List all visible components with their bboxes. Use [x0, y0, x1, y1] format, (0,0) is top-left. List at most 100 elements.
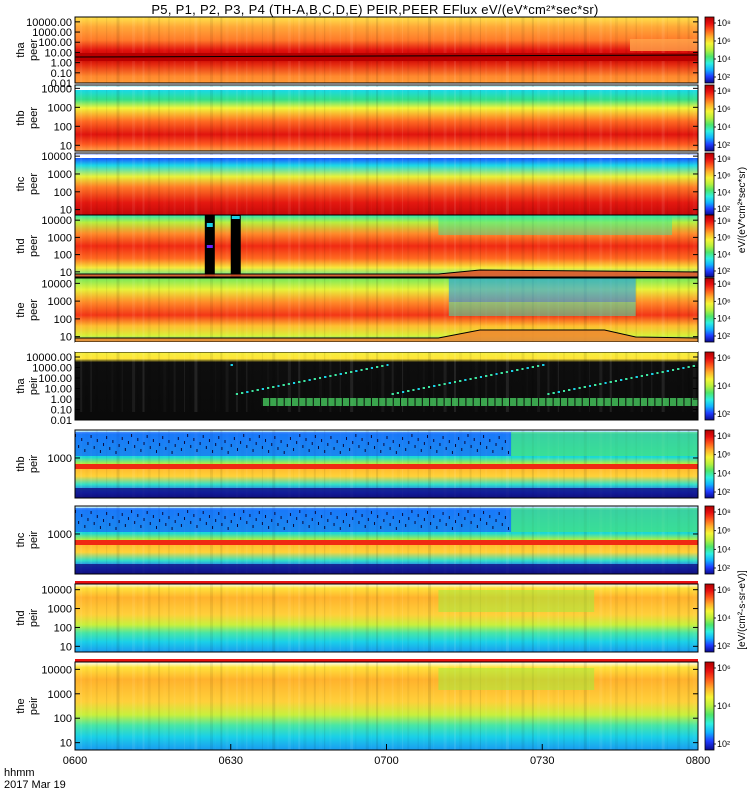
y-axis-label: the — [15, 302, 27, 317]
spectrogram-striations — [80, 17, 696, 83]
spacecraft-potential-line — [75, 329, 699, 339]
y-tick-label: 10000.00 — [26, 17, 72, 29]
x-axis: 0600 0630 0700 0730 0800 — [63, 744, 710, 767]
spectrogram-image — [75, 85, 698, 151]
colorbar-tick-label: 10² — [717, 140, 730, 150]
colorbar-tick-label: 10² — [717, 204, 730, 214]
group-gap — [75, 342, 698, 352]
y-tick-label: 1.00 — [51, 394, 72, 406]
y-tick-label: 10000 — [41, 278, 72, 290]
x-tick-label: 0800 — [686, 755, 710, 767]
y-tick-label: 100.00 — [38, 373, 72, 385]
colorbar-tick-label: 10² — [717, 641, 730, 651]
y-tick-label: 10000 — [41, 585, 72, 597]
colorbar-tick-label: 10⁴ — [717, 187, 731, 197]
y-axis-label: peir — [28, 530, 40, 549]
colorbar-tick-label: 10⁸ — [717, 18, 731, 28]
colorbar-tick-label: 10⁸ — [717, 216, 731, 226]
date-label: 2017 Mar 19 — [4, 779, 66, 791]
spectrogram-panel-thd-peir: 10000 1000 100 10 thd peir 10⁶ 10⁴ 10² — [15, 581, 731, 653]
colorbar-tick-label: 10⁸ — [717, 86, 731, 96]
spectrogram-striations — [80, 584, 696, 652]
colorbar-tick-label: 10⁶ — [717, 233, 731, 243]
x-tick-label: 0730 — [530, 755, 554, 767]
panel-frame — [74, 16, 699, 84]
y-tick-label: 10 — [60, 641, 72, 653]
y-axis-label: tha — [15, 41, 27, 57]
colorbar-tick-label: 10⁶ — [717, 36, 731, 46]
colorbar-tick-label: 10⁶ — [717, 450, 731, 460]
y-tick-label: 1000 — [48, 169, 72, 181]
data-gap — [75, 87, 698, 90]
y-tick-label: 0.10 — [51, 68, 72, 80]
y-axis-label: thc — [15, 176, 27, 191]
y-tick-label: 1000 — [48, 604, 72, 616]
colorbar-tick-label: 10⁴ — [717, 468, 731, 478]
y-tick-label: 0.01 — [51, 78, 72, 90]
colorbar: 10⁶ 10⁴ 10² — [704, 351, 731, 421]
noise-band — [75, 508, 512, 532]
colorbar-tick-label: 10⁸ — [717, 154, 731, 164]
dark-band — [75, 53, 698, 61]
y-tick-label: 100 — [54, 314, 72, 326]
data-gap — [75, 155, 698, 158]
spectrogram-panel-thc-peer: 10000 1000 100 10 thc peer 10⁸ 10⁶ 10⁴ 10² — [15, 151, 731, 216]
peak-band — [75, 540, 698, 545]
y-axis-label: peir — [28, 608, 40, 627]
spectrogram-striations — [80, 153, 696, 215]
y-axis-label: thd — [15, 238, 27, 253]
colorbar-tick-label: 10² — [717, 331, 730, 341]
y-axis-label: peir — [28, 454, 40, 473]
y-tick-label: 100 — [54, 250, 72, 262]
y-tick-label: 1.00 — [51, 58, 72, 70]
panel-frame — [74, 583, 699, 653]
colorbar-tick-label: 10⁴ — [717, 54, 731, 64]
colorbar: 10⁶ 10⁴ 10² — [704, 583, 731, 653]
y-tick-label: 10000 — [41, 151, 72, 163]
y-tick-label: 1000 — [48, 102, 72, 114]
low-energy-band — [75, 270, 698, 277]
x-tick-label: 0600 — [63, 755, 87, 767]
y-tick-label: 0.10 — [51, 405, 72, 417]
y-tick-label: 10 — [60, 267, 72, 279]
colorbar: 10⁸ 10⁶ 10⁴ 10² — [704, 277, 731, 343]
colorbar-tick-label: 10⁶ — [717, 663, 731, 673]
y-axis-label: thb — [15, 110, 27, 125]
y-tick-label: 10 — [60, 205, 72, 217]
colorbar: 10⁸ 10⁶ 10⁴ 10² — [704, 505, 731, 575]
page-title: P5, P1, P2, P3, P4 (TH-A,B,C,D,E) PEIR,P… — [151, 2, 599, 17]
colorbar-tick-label: 10⁶ — [717, 296, 731, 306]
colorbar-tick-label: 10⁶ — [717, 353, 731, 363]
y-tick-label: 1000.00 — [32, 27, 72, 39]
y-tick-label: 1000 — [48, 296, 72, 308]
y-tick-label: 1000 — [48, 529, 72, 541]
spectrogram-image — [75, 153, 698, 215]
y-axis-label: peer — [28, 107, 40, 129]
enhancement-patch — [630, 39, 698, 51]
y-tick-label: 10 — [60, 140, 72, 152]
colorbar-tick-label: 10² — [717, 739, 730, 749]
y-axis-label: peer — [28, 235, 40, 257]
colorbar-tick-label: 10⁴ — [717, 314, 731, 324]
panel-frame — [74, 505, 699, 575]
colorbar-tick-label: 10⁶ — [717, 171, 731, 181]
y-tick-label: 10.00 — [44, 384, 72, 396]
y-axis-label: the — [15, 698, 27, 713]
y-tick-label: 100 — [54, 187, 72, 199]
spectrogram-panel-thb-peer: 10000 1000 100 10 thb peer 10⁸ 10⁶ 10⁴ 10² — [15, 83, 731, 152]
y-tick-label: 100 — [54, 713, 72, 725]
colorbar-units-label: [eV/(cm²-s-sr-eV)] — [737, 570, 748, 650]
panel-frame — [74, 429, 699, 499]
colorbar-tick-label: 10⁸ — [717, 507, 731, 517]
y-tick-label: 100 — [54, 121, 72, 133]
colorbar-tick-label: 10² — [717, 563, 730, 573]
y-axis-label: tha — [15, 377, 27, 393]
y-axis-label: thb — [15, 456, 27, 471]
colorbar-tick-label: 10⁴ — [717, 249, 731, 259]
colorbar-tick-label: 10⁴ — [717, 381, 731, 391]
spectrogram-image — [75, 17, 698, 83]
colorbar-tick-label: 10⁶ — [717, 104, 731, 114]
y-tick-label: 1000 — [48, 453, 72, 465]
